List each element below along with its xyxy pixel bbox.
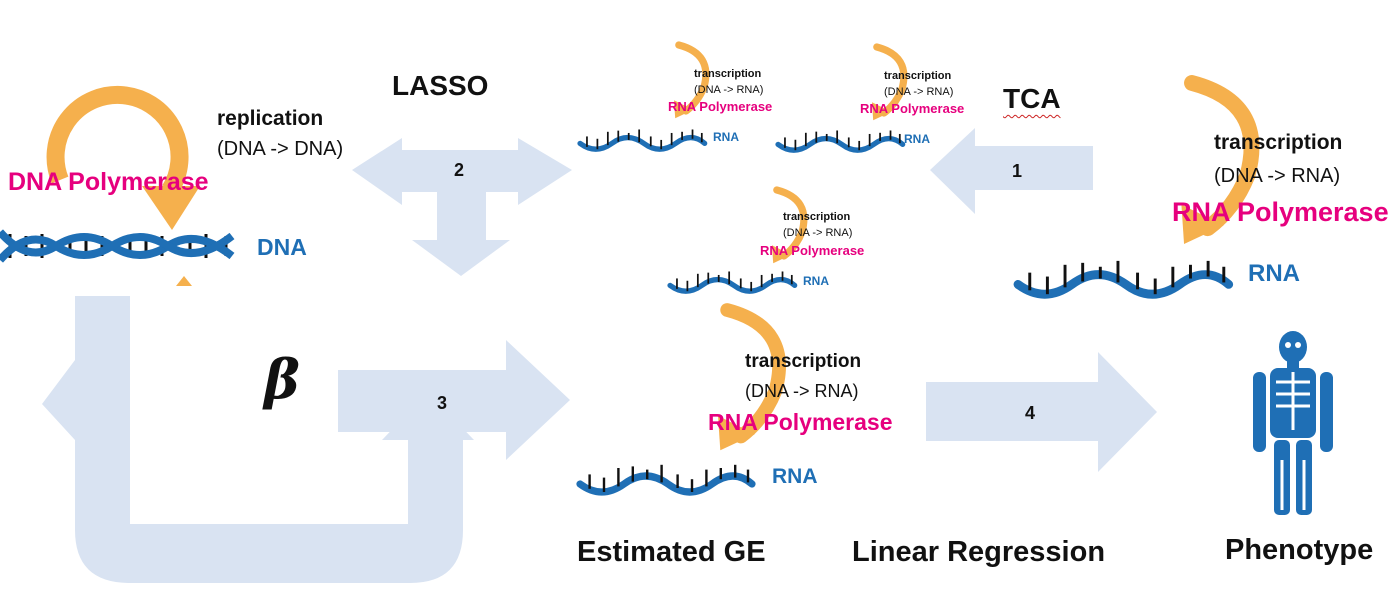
step-1-number: 1 [1012,161,1023,181]
transcription-label-c: transcription [783,211,851,223]
transcription-label-b: transcription [884,70,952,82]
rna-label-e: RNA [772,465,818,488]
rna-strand-icon-c [670,271,795,291]
arrow-3-right [338,340,570,460]
arrow-2-double [352,138,572,205]
transcription-label-d: transcription [1214,131,1343,154]
double-helix-icon [0,229,235,263]
rna-label-b: RNA [904,132,930,146]
transcription-direction-a: (DNA -> RNA) [694,84,764,96]
transcription-direction-d: (DNA -> RNA) [1214,165,1341,187]
rna-polymerase-label-d: RNA Polymerase [1172,197,1389,227]
phenotype-label: Phenotype [1225,534,1374,566]
step-4-number: 4 [1025,403,1036,423]
arrow-2-down [412,192,510,276]
replication-direction: (DNA -> DNA) [217,138,344,160]
transcription-direction-e: (DNA -> RNA) [745,381,859,401]
rna-strand-icon-e [580,465,752,492]
rna-strand-icon-d [1018,261,1229,294]
arrow-4-right [926,352,1157,472]
transcription-label-a: transcription [694,68,762,80]
arrow-u-turn [42,296,474,583]
rna-strand-icon-a [580,129,705,149]
tca-label: TCA [1003,83,1061,114]
rna-polymerase-label-c: RNA Polymerase [760,243,865,258]
human-skeleton-icon [1253,331,1333,515]
step-2-number: 2 [454,160,465,180]
lasso-label: LASSO [392,70,489,101]
arrow-tip-fragment [176,276,192,286]
flow-arrows [42,128,1157,583]
rna-label-d: RNA [1248,260,1300,287]
rna-label-a: RNA [713,130,739,144]
arrow-1-left [930,128,1093,214]
rna-polymerase-label-a: RNA Polymerase [668,99,773,114]
replication-label: replication [217,107,324,130]
dna-label: DNA [257,234,307,260]
dna-polymerase-label: DNA Polymerase [8,168,209,196]
rna-label-c: RNA [803,274,829,288]
linear-regression-label: Linear Regression [852,536,1106,568]
rna-polymerase-label-b: RNA Polymerase [860,101,965,116]
estimated-ge-label: Estimated GE [577,536,766,568]
circular-arrow-icon [46,85,200,230]
beta-symbol: β [264,347,300,411]
transcription-label-e: transcription [745,351,862,372]
rna-strand-icon-b [778,130,903,150]
step-3-number: 3 [437,393,448,413]
transcription-direction-c: (DNA -> RNA) [783,227,853,239]
rna-polymerase-label-e: RNA Polymerase [708,409,893,435]
transcription-direction-b: (DNA -> RNA) [884,86,954,98]
